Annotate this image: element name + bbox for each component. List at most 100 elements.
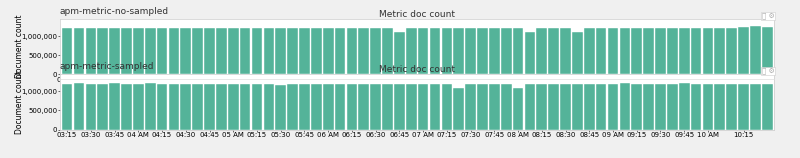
Bar (655, 84, 666, 130)
Bar (489, 28, 500, 74)
Bar (442, 84, 452, 130)
Bar (157, 28, 167, 74)
Bar (631, 28, 642, 74)
Bar (619, 28, 630, 74)
Bar (216, 84, 226, 130)
Bar (631, 84, 642, 130)
Bar (608, 28, 618, 74)
Bar (74, 83, 84, 130)
Bar (655, 28, 666, 74)
Bar (275, 28, 286, 74)
Bar (169, 84, 179, 130)
Text: apm-metric-sampled: apm-metric-sampled (60, 62, 154, 71)
Bar (750, 84, 761, 130)
Bar (406, 28, 417, 74)
Bar (418, 28, 429, 74)
Bar (584, 84, 594, 130)
Bar (169, 28, 179, 74)
Bar (560, 28, 571, 74)
Bar (714, 28, 725, 74)
Bar (442, 28, 452, 74)
Bar (382, 28, 393, 74)
Bar (86, 28, 96, 74)
Bar (619, 83, 630, 130)
Bar (133, 28, 144, 74)
Bar (358, 28, 369, 74)
Y-axis label: Document count: Document count (15, 70, 24, 134)
Bar (608, 84, 618, 130)
Bar (525, 32, 535, 74)
Bar (98, 28, 108, 74)
Bar (299, 28, 310, 74)
Bar (192, 28, 203, 74)
Bar (466, 28, 476, 74)
Bar (311, 84, 322, 130)
Bar (738, 27, 749, 74)
Bar (466, 84, 476, 130)
Bar (560, 84, 571, 130)
Bar (299, 84, 310, 130)
Bar (394, 32, 405, 74)
Bar (334, 84, 346, 130)
Bar (252, 28, 262, 74)
Bar (110, 83, 120, 130)
Bar (501, 84, 511, 130)
Bar (596, 84, 606, 130)
Bar (537, 28, 547, 74)
Bar (275, 85, 286, 130)
Bar (145, 83, 155, 130)
Bar (334, 28, 346, 74)
Bar (98, 84, 108, 130)
Bar (679, 28, 690, 74)
Bar (145, 28, 155, 74)
Bar (548, 28, 559, 74)
Bar (311, 28, 322, 74)
Bar (667, 84, 678, 130)
Bar (501, 28, 511, 74)
Bar (287, 84, 298, 130)
Bar (702, 28, 714, 74)
Bar (382, 84, 393, 130)
Bar (204, 84, 215, 130)
Bar (537, 84, 547, 130)
Bar (346, 84, 358, 130)
Bar (133, 84, 144, 130)
Bar (690, 84, 702, 130)
Bar (489, 84, 500, 130)
Bar (252, 84, 262, 130)
Bar (643, 28, 654, 74)
Bar (548, 84, 559, 130)
Bar (110, 28, 120, 74)
Bar (726, 28, 737, 74)
Bar (418, 84, 429, 130)
Bar (513, 88, 523, 130)
Bar (346, 28, 358, 74)
Bar (690, 28, 702, 74)
Bar (454, 28, 464, 74)
Bar (86, 84, 96, 130)
Bar (596, 28, 606, 74)
Bar (477, 28, 488, 74)
Bar (358, 84, 369, 130)
Bar (370, 28, 381, 74)
Bar (477, 84, 488, 130)
Bar (323, 84, 334, 130)
Bar (430, 28, 440, 74)
Bar (228, 28, 238, 74)
Bar (667, 28, 678, 74)
Bar (525, 84, 535, 130)
Bar (750, 26, 761, 74)
Bar (181, 84, 191, 130)
Bar (263, 84, 274, 130)
Text: 📷 ⚙: 📷 ⚙ (762, 12, 774, 19)
Bar (702, 84, 714, 130)
Bar (323, 28, 334, 74)
Bar (454, 88, 464, 130)
Bar (216, 28, 226, 74)
Bar (430, 84, 440, 130)
Bar (714, 84, 725, 130)
Bar (406, 84, 417, 130)
Bar (263, 28, 274, 74)
Bar (394, 84, 405, 130)
Bar (62, 84, 73, 130)
